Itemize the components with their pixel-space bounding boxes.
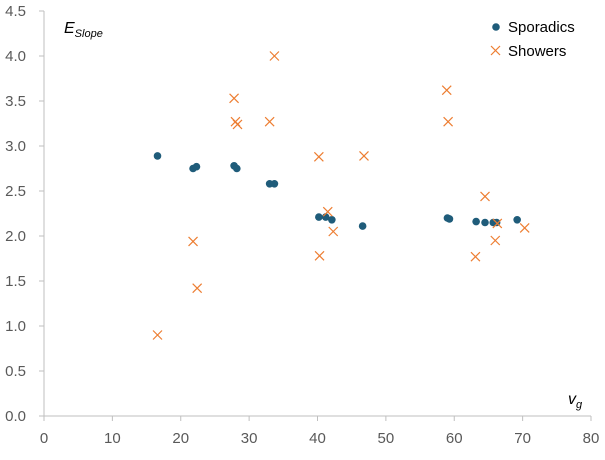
- y-axis-label-main: E: [64, 20, 75, 37]
- x-tick-label: 80: [583, 430, 600, 447]
- x-axis-label: vg: [568, 391, 583, 411]
- data-point-sporadics: [481, 218, 489, 227]
- data-point-sporadics: [192, 162, 201, 171]
- data-point-showers: [328, 226, 339, 237]
- series-sporadics: [153, 152, 521, 230]
- y-tick-label: 2.5: [5, 183, 26, 200]
- data-point-showers: [480, 191, 490, 202]
- data-point-sporadics: [153, 152, 162, 160]
- data-point-showers: [314, 250, 325, 261]
- data-point-sporadics: [328, 216, 336, 224]
- data-point-showers: [188, 236, 198, 247]
- y-tick-label: 2.0: [5, 228, 26, 245]
- data-point-sporadics: [513, 216, 521, 224]
- y-axis-label-sub: Slope: [75, 28, 103, 40]
- data-point-sporadics: [315, 213, 323, 221]
- x-tick-label: 20: [172, 430, 189, 447]
- data-point-showers: [313, 151, 324, 162]
- y-tick-label: 4.0: [5, 48, 26, 65]
- tick-labels: 0 10 20 30 40 50 60 70 80 0.0 0.5 1.0 1.5 2.0 2.5 3.0 3.…: [5, 3, 599, 447]
- data-point-showers: [443, 116, 454, 127]
- legend: Sporadics Showers: [490, 19, 575, 60]
- y-tick-label: 3.5: [5, 93, 26, 110]
- data-marks: [152, 51, 530, 340]
- x-tick-label: 10: [104, 430, 121, 447]
- axes: [39, 10, 592, 421]
- x-axis-label-sub: g: [576, 399, 583, 411]
- data-point-sporadics: [358, 222, 367, 230]
- y-tick-label: 3.0: [5, 138, 26, 155]
- data-point-showers: [264, 116, 275, 127]
- data-point-sporadics: [270, 180, 279, 188]
- x-axis-label-main: v: [568, 391, 577, 408]
- data-point-sporadics: [445, 215, 454, 223]
- x-tick-label: 40: [309, 430, 326, 447]
- data-point-showers: [441, 85, 452, 96]
- data-point-sporadics: [233, 164, 241, 173]
- data-point-showers: [519, 222, 530, 233]
- y-tick-label: 0.0: [5, 408, 26, 425]
- x-tick-label: 50: [378, 430, 395, 447]
- data-point-showers: [470, 251, 481, 262]
- data-point-showers: [229, 93, 240, 104]
- legend-label-sporadics: Sporadics: [508, 19, 575, 36]
- data-point-showers: [192, 283, 203, 294]
- data-point-showers: [269, 51, 280, 61]
- x-tick-label: 60: [446, 430, 463, 447]
- x-tick-label: 30: [241, 430, 258, 447]
- y-tick-label: 1.5: [5, 273, 26, 290]
- y-axis-label: ESlope: [64, 20, 103, 40]
- legend-marker-sporadics: [492, 23, 500, 31]
- data-point-showers: [152, 330, 163, 340]
- data-point-showers: [232, 119, 243, 130]
- x-tick-label: 0: [40, 430, 48, 447]
- x-tick-label: 70: [514, 430, 531, 447]
- data-point-showers: [492, 218, 503, 229]
- legend-label-showers: Showers: [508, 43, 566, 60]
- y-tick-label: 1.0: [5, 318, 26, 335]
- data-point-showers: [490, 235, 501, 246]
- series-showers: [152, 51, 530, 340]
- legend-marker-showers: [490, 45, 501, 56]
- data-point-showers: [359, 150, 369, 161]
- y-tick-label: 4.5: [5, 3, 26, 20]
- y-tick-label: 0.5: [5, 363, 26, 380]
- data-point-showers: [322, 206, 333, 217]
- data-point-sporadics: [472, 217, 480, 226]
